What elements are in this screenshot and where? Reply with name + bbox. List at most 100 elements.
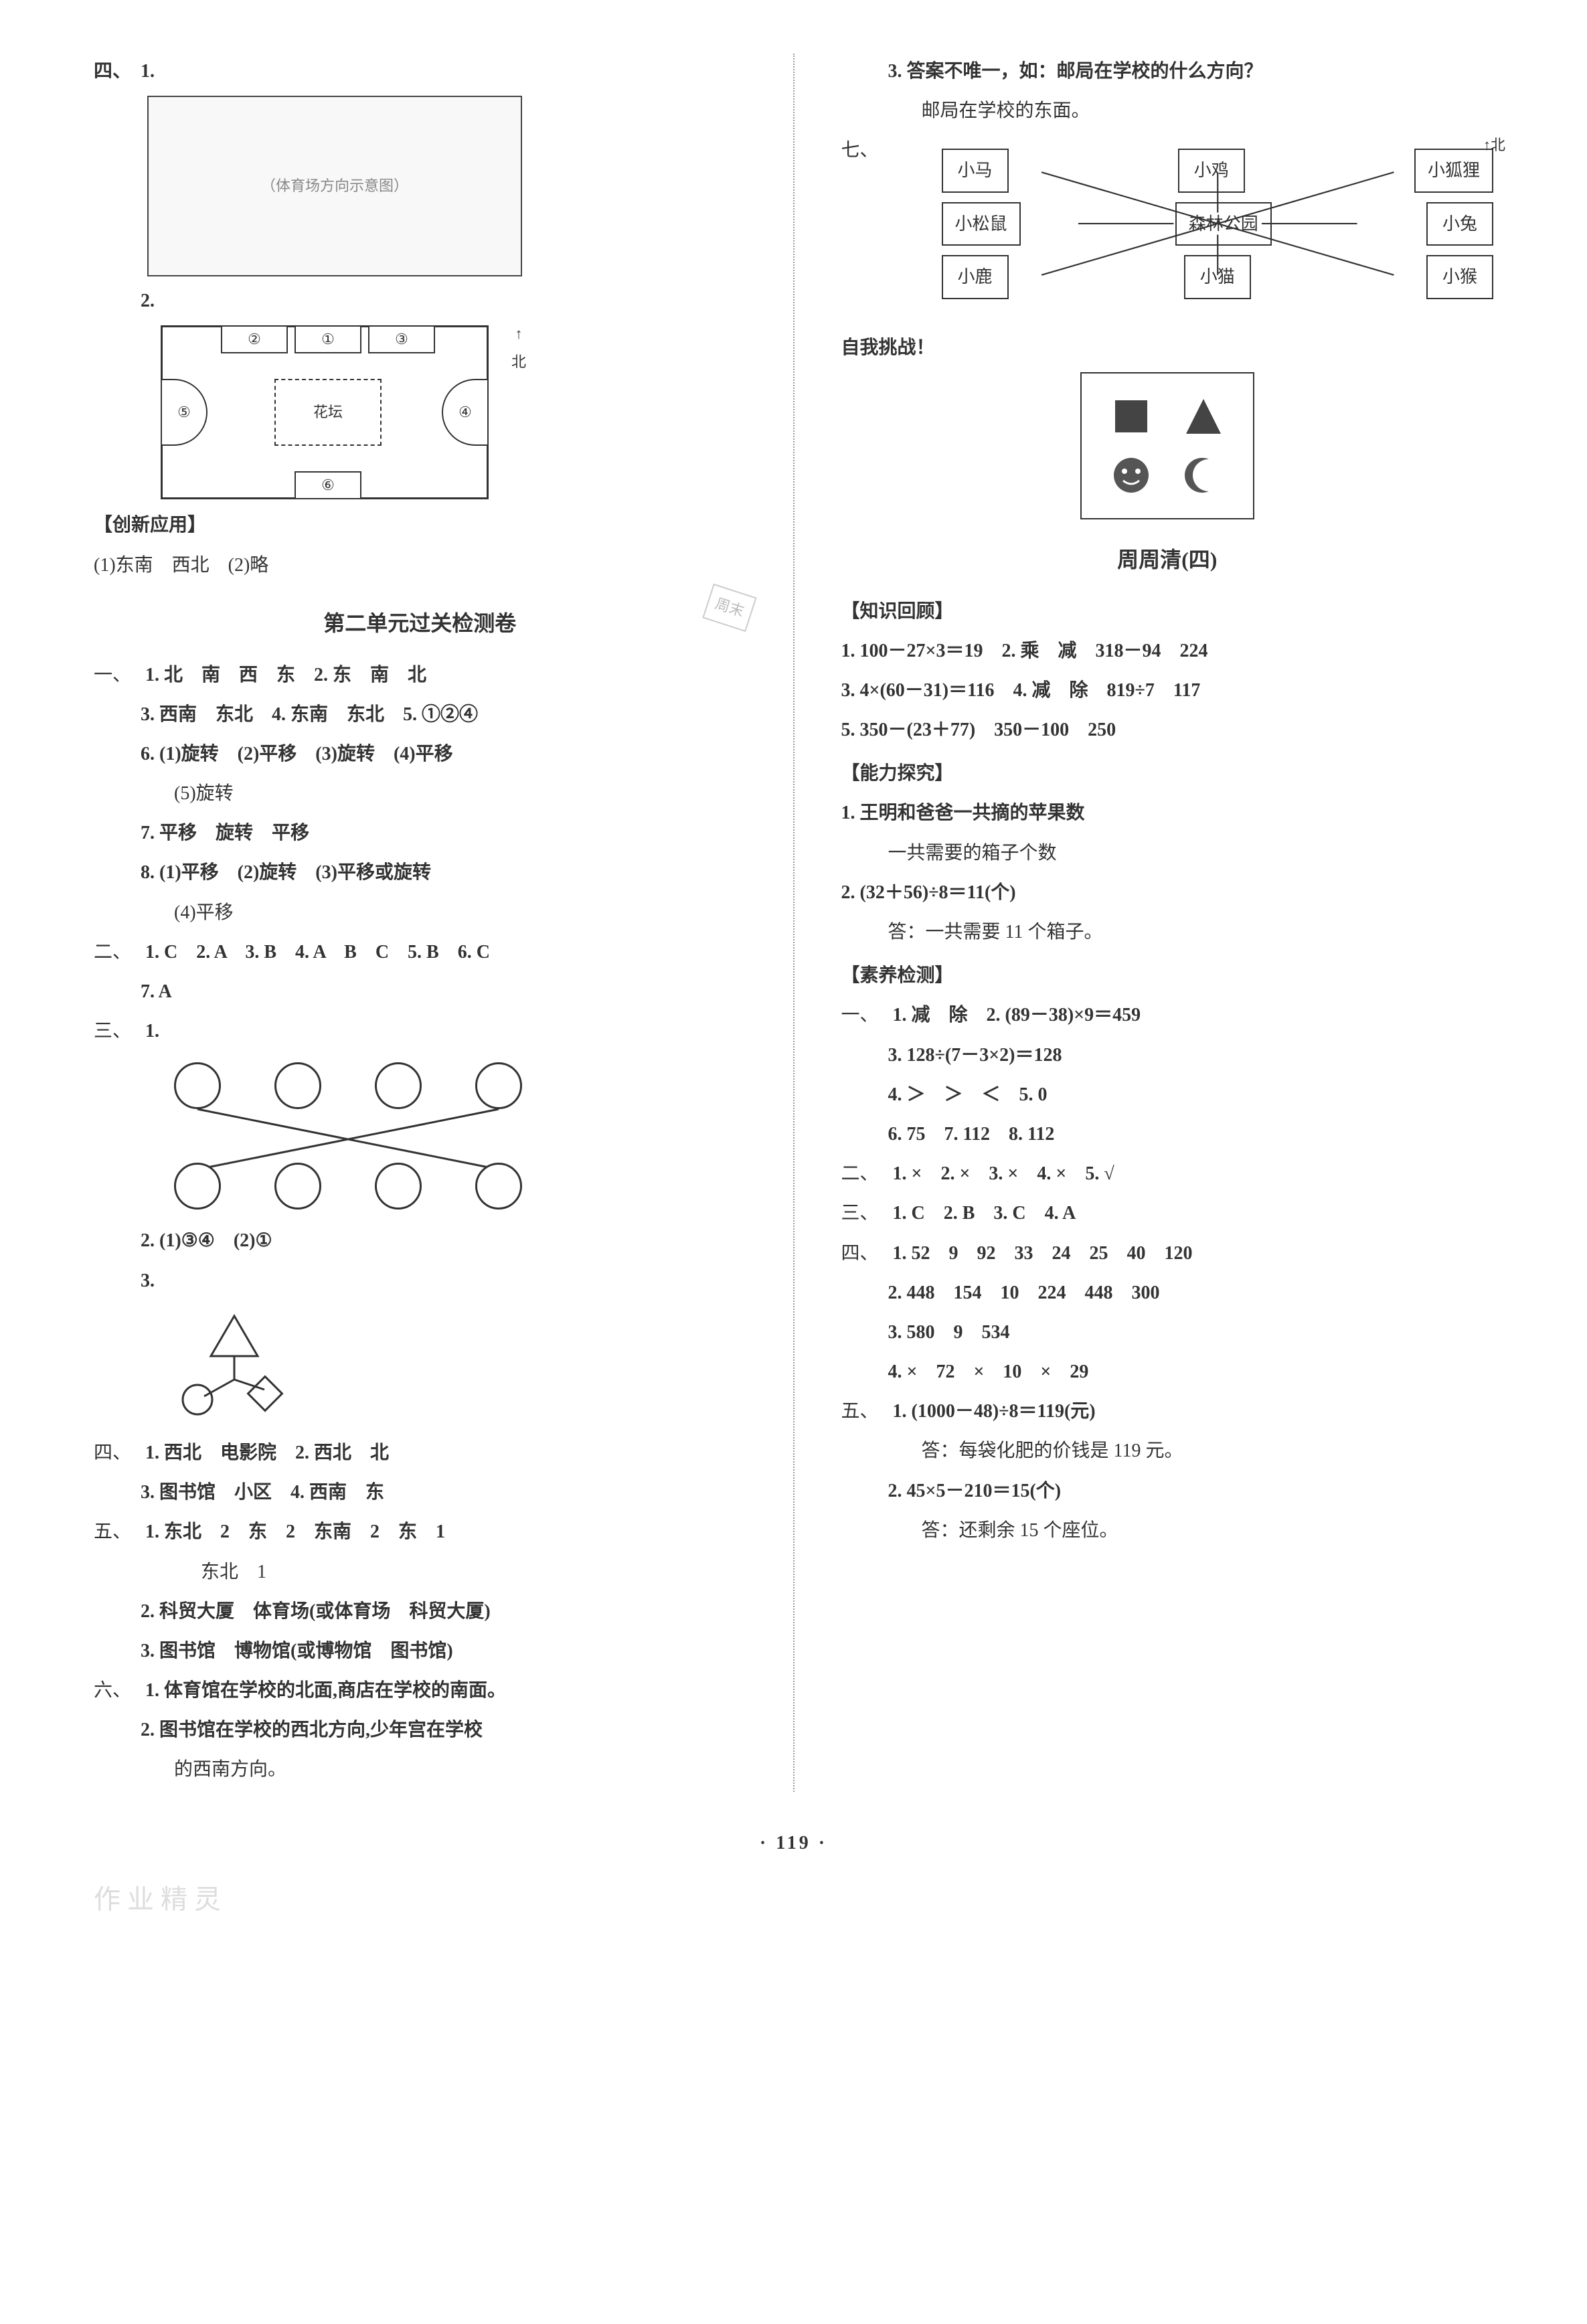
scene-illustration: （体育场方向示意图） — [147, 96, 522, 276]
cx-heading: 【创新应用】 — [94, 507, 746, 543]
forest-map: ↑北 小马 小鸡 小狐狸 小松鼠 森林公园 小兔 小鹿 小猫 小猴 — [942, 139, 1494, 308]
watermark: 作业精灵 — [94, 1874, 1493, 1925]
triangle-icon — [1183, 396, 1224, 436]
u6-2b: 的西南方向。 — [94, 1752, 746, 1787]
u6-1: 1. 体育馆在学校的北面,商店在学校的南面。 — [145, 1680, 506, 1701]
u2-label: 二、 — [94, 934, 141, 970]
sec4-label: 四、 — [94, 54, 141, 89]
u1-8: 8. (1)平移 (2)旋转 (3)平移或旋转 — [94, 855, 746, 890]
sy1-label: 一、 — [841, 997, 888, 1033]
nl-2: 2. (32＋56)÷8＝11(个) — [841, 875, 1494, 910]
u5-1b: 东北 1 — [94, 1554, 746, 1590]
map-node: 小猫 — [1184, 255, 1251, 299]
sec4-2-label: 2. — [141, 283, 155, 319]
sec4-1-label: 1. — [141, 54, 155, 89]
map-node: 小鸡 — [1178, 149, 1245, 192]
map-node: 小鹿 — [942, 255, 1009, 299]
sy-heading: 【素养检测】 — [841, 958, 1494, 993]
cx-line: (1)东南 西北 (2)略 — [94, 548, 746, 583]
left-column: 四、 1. （体育场方向示意图） 2. ↑北 ② ① ③ ⑤ 花坛 ④ ⑥ 【创… — [94, 54, 746, 1792]
sy1-4: 4. ＞ ＞ ＜ 5. 0 — [841, 1077, 1494, 1112]
u6-row: 六、 1. 体育馆在学校的北面,商店在学校的南面。 — [94, 1673, 746, 1708]
moon-icon — [1183, 455, 1224, 495]
map-node: 小兔 — [1426, 202, 1493, 246]
floorplan-cell: ③ — [368, 325, 435, 353]
sy4-3: 3. 580 9 534 — [841, 1315, 1494, 1350]
zzq-heading: 周周清(四) — [841, 540, 1494, 580]
sy5-label: 五、 — [841, 1394, 888, 1429]
sy1-1: 1. 减 除 2. (89－38)×9＝459 — [893, 1005, 1141, 1025]
sy4-row: 四、 1. 52 9 92 33 24 25 40 120 — [841, 1236, 1494, 1271]
sy3-row: 三、 1. C 2. B 3. C 4. A — [841, 1195, 1494, 1231]
floorplan-cell: ⑥ — [295, 471, 361, 499]
zs-1: 1. 100－27×3＝19 2. 乘 减 318－94 224 — [841, 633, 1494, 669]
u4-1: 1. 西北 电影院 2. 西北 北 — [145, 1442, 389, 1463]
u4-label: 四、 — [94, 1435, 141, 1471]
zs-heading: 【知识回顾】 — [841, 594, 1494, 629]
map-node: 小马 — [942, 149, 1009, 192]
nl-heading: 【能力探究】 — [841, 756, 1494, 791]
triangle-figure — [174, 1309, 295, 1416]
nl-2b: 答：一共需要 11 个箱子。 — [841, 914, 1494, 950]
sy3: 1. C 2. B 3. C 4. A — [893, 1203, 1076, 1224]
u3-row: 三、 1. — [94, 1013, 746, 1049]
challenge-heading: 自我挑战！ — [841, 330, 1494, 365]
floorplan-center: 花坛 — [274, 379, 382, 446]
faces-matching — [161, 1056, 535, 1216]
sy1-3: 3. 128÷(7－3×2)＝128 — [841, 1038, 1494, 1073]
smiley-icon — [1111, 455, 1151, 495]
u5-row: 五、 1. 东北 2 东 2 东南 2 东 1 — [94, 1514, 746, 1550]
illustration-caption: （体育场方向示意图） — [261, 172, 408, 200]
u2-7: 7. A — [94, 974, 746, 1009]
north-indicator: ↑北 — [1483, 131, 1505, 159]
square-icon — [1111, 396, 1151, 436]
u5-3: 3. 图书馆 博物馆(或博物馆 图书馆) — [94, 1633, 746, 1669]
u1-row: 一、 1. 北 南 西 东 2. 东 南 北 — [94, 657, 746, 693]
floorplan-cell: ① — [295, 325, 361, 353]
unit2-heading: 第二单元过关检测卷 — [94, 603, 746, 644]
sy4-1: 1. 52 9 92 33 24 25 40 120 — [893, 1243, 1193, 1264]
sy3-label: 三、 — [841, 1195, 888, 1231]
u4-row: 四、 1. 西北 电影院 2. 西北 北 — [94, 1435, 746, 1471]
sy5-1: 1. (1000－48)÷8＝119(元) — [893, 1401, 1096, 1422]
u1-6: 6. (1)旋转 (2)平移 (3)旋转 (4)平移 — [94, 736, 746, 772]
nl-1: 1. 王明和爸爸一共摘的苹果数 — [841, 795, 1494, 831]
map-center: 森林公园 — [1175, 202, 1272, 246]
map-node: 小狐狸 — [1414, 149, 1493, 192]
sy2-row: 二、 1. × 2. × 3. × 4. × 5. √ — [841, 1156, 1494, 1191]
u5-1: 1. 东北 2 东 2 东南 2 东 1 — [145, 1521, 445, 1542]
u1-7: 7. 平移 旋转 平移 — [94, 815, 746, 851]
u4-3: 3. 图书馆 小区 4. 西南 东 — [94, 1475, 746, 1510]
u3-2: 2. (1)③④ (2)① — [94, 1223, 746, 1258]
sy4-2: 2. 448 154 10 224 448 300 — [841, 1275, 1494, 1311]
section-4: 四、 1. — [94, 54, 746, 89]
floorplan-diagram: ↑北 ② ① ③ ⑤ 花坛 ④ ⑥ — [161, 325, 509, 499]
u3-3-label: 3. — [94, 1263, 746, 1299]
sy5-2: 2. 45×5－210＝15(个) — [841, 1473, 1494, 1509]
sy4-label: 四、 — [841, 1236, 888, 1271]
north-indicator: ↑北 — [511, 320, 526, 376]
floorplan-cell: ② — [221, 325, 288, 353]
sec4-2: 2. — [94, 283, 746, 319]
unit2-heading-wrap: 第二单元过关检测卷 周末 — [94, 603, 746, 644]
page: 四、 1. （体育场方向示意图） 2. ↑北 ② ① ③ ⑤ 花坛 ④ ⑥ 【创… — [94, 54, 1493, 1792]
u3-1-label: 1. — [145, 1021, 159, 1042]
nl-1b: 一共需要的箱子个数 — [841, 835, 1494, 871]
u6-label: 六、 — [94, 1673, 141, 1708]
sy5-row: 五、 1. (1000－48)÷8＝119(元) — [841, 1394, 1494, 1429]
page-number: · 119 · — [94, 1825, 1493, 1861]
sy2-label: 二、 — [841, 1156, 888, 1191]
sy5-2b: 答：还剩余 15 个座位。 — [841, 1513, 1494, 1548]
r3: 3. 答案不唯一，如：邮局在学校的什么方向？ — [841, 54, 1494, 89]
s7-row: 七、 ↑北 小马 小鸡 小狐狸 小松鼠 森林公园 小兔 小鹿 小猫 小猴 — [841, 133, 1494, 321]
u1-8b: (4)平移 — [94, 895, 746, 930]
zs-5: 5. 350－(23＋77) 350－100 250 — [841, 712, 1494, 748]
r3b: 邮局在学校的东面。 — [841, 93, 1494, 129]
u2-row: 二、 1. C 2. A 3. B 4. A B C 5. B 6. C — [94, 934, 746, 970]
sy1-6: 6. 75 7. 112 8. 112 — [841, 1116, 1494, 1152]
zs-3: 3. 4×(60－31)＝116 4. 减 除 819÷7 117 — [841, 673, 1494, 708]
u2-line: 1. C 2. A 3. B 4. A B C 5. B 6. C — [145, 942, 490, 963]
u5-label: 五、 — [94, 1514, 141, 1550]
u1-6b: (5)旋转 — [94, 776, 746, 811]
shapes-box — [1080, 372, 1254, 519]
